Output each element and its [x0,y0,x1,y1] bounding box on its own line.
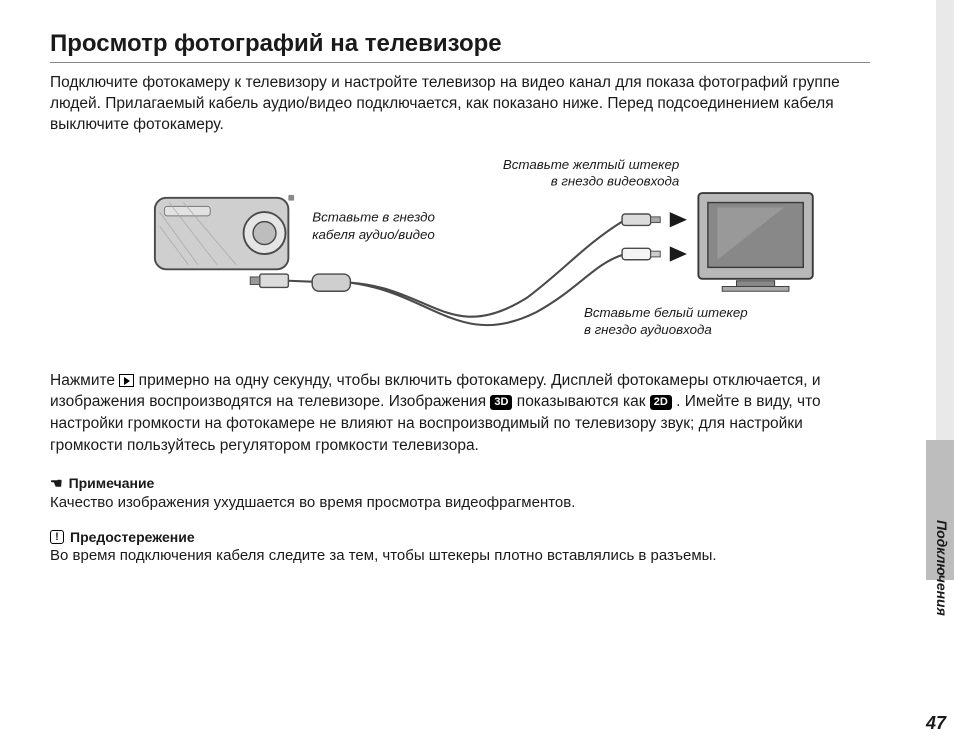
badge-2d-icon: 2D [650,395,672,410]
playback-paragraph: Нажмите примерно на одну секунду, чтобы … [50,370,870,457]
text-fragment: показываются как [517,393,650,410]
audio-plug-icon [622,246,687,261]
note-block: ☚ Примечание Качество изображения ухудша… [50,475,870,511]
text-fragment: Нажмите [50,372,119,389]
section-tab-label: Подключения [934,520,950,616]
tv-icon [698,193,812,291]
av-plug-icon [250,274,288,287]
note-heading: Примечание [69,475,155,491]
page-number: 47 [926,713,946,734]
note-body: Качество изображения ухудшается во время… [50,494,870,511]
audio-plug-label-2: в гнездо аудиовхода [584,322,712,337]
caution-body: Во время подключения кабеля следите за т… [50,547,870,564]
caution-heading: Предостережение [70,529,195,545]
camera-icon [155,195,294,269]
manual-page: Просмотр фотографий на телевизоре Подклю… [0,0,920,584]
side-strip [936,0,954,440]
caution-block: ! Предостережение Во время подключения к… [50,529,870,564]
video-plug-icon [622,212,687,227]
title-rule [50,62,870,63]
av-jack-label-1: Вставьте в гнездо [312,209,435,224]
ferrite-core-icon [312,274,350,291]
note-hand-icon: ☚ [50,475,63,492]
connection-diagram: Вставьте в гнездо кабеля аудио/видео [50,150,870,360]
play-button-icon [119,374,134,387]
video-plug-label-2: в гнездо видеовхода [551,173,680,188]
caution-icon: ! [50,530,64,544]
intro-paragraph: Подключите фотокамеру к телевизору и нас… [50,73,870,136]
av-jack-label-2: кабеля аудио/видео [312,227,435,242]
page-title: Просмотр фотографий на телевизоре [50,30,870,58]
video-plug-label-1: Вставьте желтый штекер [503,157,679,172]
audio-plug-label-1: Вставьте белый штекер [584,305,748,320]
badge-3d-icon: 3D [490,395,512,410]
